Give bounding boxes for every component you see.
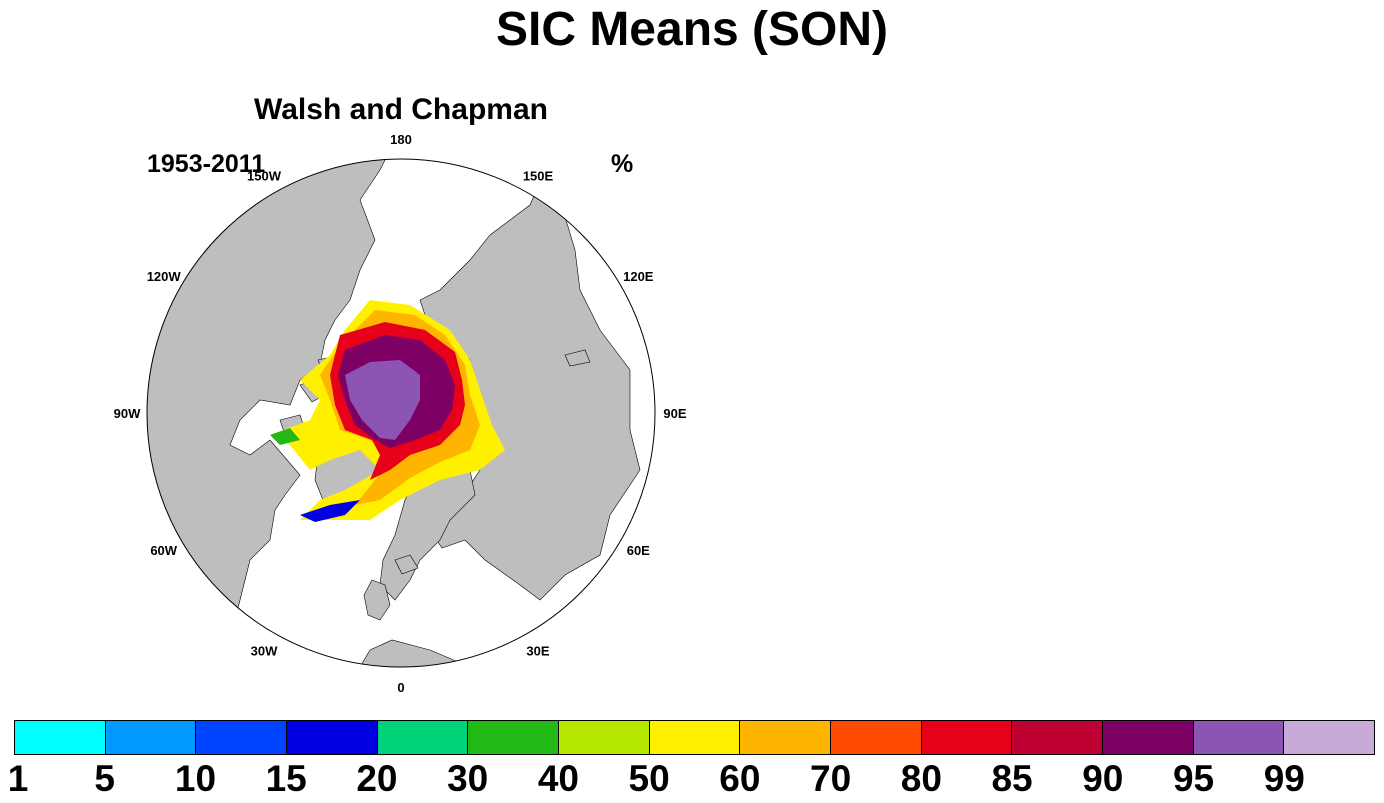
units-label: % xyxy=(611,150,634,178)
colorbar-label: 85 xyxy=(991,758,1033,799)
colorbar-box xyxy=(1284,721,1375,754)
colorbar-box xyxy=(1012,721,1104,754)
colorbar-box xyxy=(468,721,560,754)
colorbar-label: 1 xyxy=(7,758,29,799)
colorbar-labels: 1 5 10 15 20 30 40 50 60 70 80 85 90 95 99 xyxy=(0,758,1384,803)
lon-label: 150W xyxy=(247,169,282,184)
colorbar-box xyxy=(196,721,288,754)
colorbar-box xyxy=(1103,721,1194,754)
colorbar-label: 70 xyxy=(810,758,852,799)
colorbar-label: 95 xyxy=(1172,758,1215,799)
colorbar-box xyxy=(921,721,1013,754)
colorbar-label: 90 xyxy=(1082,758,1124,799)
colorbar-box xyxy=(559,721,650,754)
colorbar-label: 5 xyxy=(94,758,116,799)
north-america xyxy=(147,159,391,667)
sea-ice-95-99 xyxy=(345,360,420,440)
lon-label: 0 xyxy=(397,680,404,695)
lon-label: 150E xyxy=(523,169,554,184)
lon-label: 180 xyxy=(390,132,412,147)
colorbar-box xyxy=(831,721,922,754)
lon-label: 90W xyxy=(114,406,141,421)
colorbar-label: 20 xyxy=(356,758,398,799)
colorbar-box xyxy=(1193,721,1285,754)
lon-label: 60W xyxy=(150,543,177,558)
colorbar-box xyxy=(287,721,378,754)
colorbar xyxy=(14,720,1375,755)
figure-title: SIC Means (SON) xyxy=(495,3,889,56)
lon-label: 120E xyxy=(623,269,654,284)
sea-ice-30-40 xyxy=(270,428,300,445)
britain xyxy=(363,579,391,621)
lon-label: 30E xyxy=(526,643,549,658)
colorbar-label: 80 xyxy=(900,758,942,799)
colorbar-box xyxy=(740,721,832,754)
sea-ice-field xyxy=(270,300,505,522)
colorbar-box xyxy=(105,721,197,754)
polar-map: 180 150E 120E 90E 60E 30E 0 30W 60W 90W 120W 150W xyxy=(114,132,687,695)
lon-label: 120W xyxy=(147,269,182,284)
map-subtitle: Walsh and Chapman xyxy=(254,93,548,126)
colorbar-label: 30 xyxy=(447,758,489,799)
colorbar-label: 10 xyxy=(174,758,217,799)
lon-label: 30W xyxy=(251,643,278,658)
colorbar-box xyxy=(15,721,106,754)
period-label: 1953-2011 xyxy=(147,150,266,178)
longitude-labels: 180 150E 120E 90E 60E 30E 0 30W 60W 90W 120W 150W xyxy=(114,132,687,695)
colorbar-box xyxy=(649,721,741,754)
novaya-zemlya xyxy=(564,349,591,367)
colorbar-label: 60 xyxy=(719,758,761,799)
map-boundary xyxy=(146,158,656,668)
lon-label: 90E xyxy=(663,406,686,421)
colorbar-label: 50 xyxy=(628,758,670,799)
colorbar-box xyxy=(377,721,469,754)
lon-label: 60E xyxy=(627,543,650,558)
iceland xyxy=(394,554,419,575)
colorbar-label: 40 xyxy=(537,758,579,799)
sea-ice-15-20 xyxy=(300,500,360,522)
colorbar-label: 15 xyxy=(265,758,307,799)
colorbar-label: 99 xyxy=(1263,758,1305,799)
